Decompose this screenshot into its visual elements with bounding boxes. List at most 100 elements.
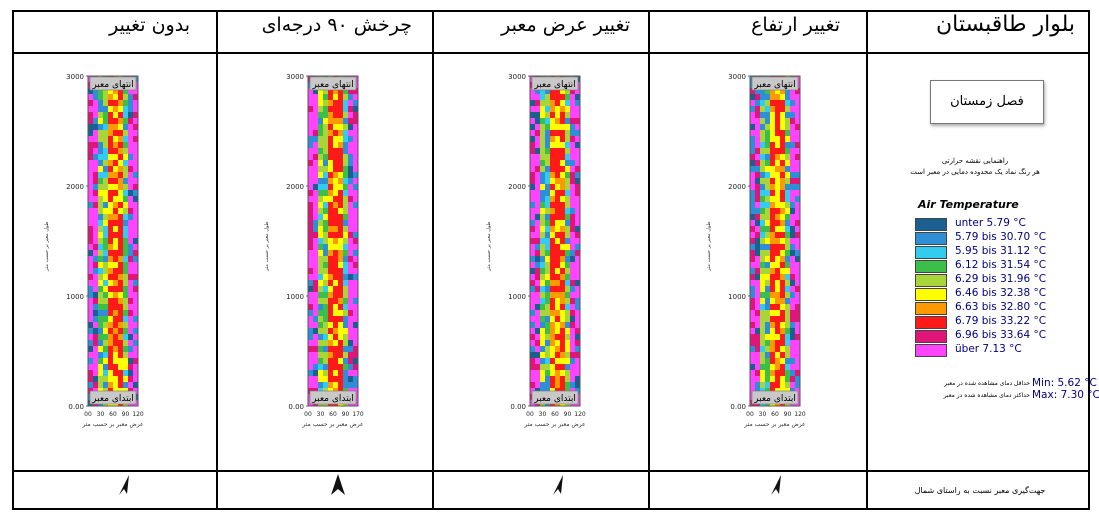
heat-cell — [755, 154, 760, 160]
heat-cell — [88, 94, 93, 100]
heat-cell — [540, 226, 545, 232]
heat-cell — [313, 280, 318, 286]
x-axis-label: عرض معبر بر حسب متر — [301, 421, 363, 428]
heat-cell — [780, 166, 785, 172]
heat-cell — [123, 100, 128, 106]
heat-cell — [348, 208, 353, 214]
heat-cell — [103, 358, 108, 364]
heat-cell — [750, 184, 755, 190]
heat-cell — [343, 214, 348, 220]
heat-cell — [535, 346, 540, 352]
x-tick-label: 30 — [317, 411, 325, 418]
heat-cell — [93, 238, 98, 244]
heat-cell — [98, 370, 103, 376]
heat-cell — [348, 112, 353, 118]
heat-cell — [560, 100, 565, 106]
heat-cell — [570, 160, 575, 166]
heat-cell — [550, 100, 555, 106]
heat-cell — [318, 172, 323, 178]
heat-cell — [133, 280, 138, 286]
heat-cell — [770, 328, 775, 334]
heat-cell — [535, 364, 540, 370]
heat-cell — [118, 142, 123, 148]
heat-cell — [118, 112, 123, 118]
heat-cell — [348, 166, 353, 172]
heat-cell — [348, 310, 353, 316]
heat-cell — [128, 244, 133, 250]
heat-cell — [118, 94, 123, 100]
heat-cell — [780, 202, 785, 208]
heat-cell — [750, 100, 755, 106]
heat-cell — [565, 190, 570, 196]
heat-cell — [775, 130, 780, 136]
heat-cell — [575, 364, 580, 370]
heat-cell — [103, 286, 108, 292]
heat-cell — [555, 148, 560, 154]
heat-cell — [113, 358, 118, 364]
heat-cell — [750, 118, 755, 124]
heat-cell — [88, 130, 93, 136]
heat-cell — [103, 310, 108, 316]
heat-cell — [770, 142, 775, 148]
heat-cell — [343, 358, 348, 364]
heat-cell — [560, 106, 565, 112]
heat-cell — [348, 274, 353, 280]
north-arrow-icon — [119, 475, 129, 495]
heat-cell — [550, 160, 555, 166]
heat-cell — [545, 94, 550, 100]
heat-cell — [103, 364, 108, 370]
heat-cell — [775, 142, 780, 148]
heat-cell — [555, 292, 560, 298]
min-temperature: Min: 5.62 °C — [1032, 377, 1097, 389]
heat-cell — [323, 226, 328, 232]
heat-cell — [565, 142, 570, 148]
heat-cell — [530, 346, 535, 352]
heat-cell — [765, 154, 770, 160]
heat-cell — [535, 322, 540, 328]
heat-cell — [790, 352, 795, 358]
heat-cell — [575, 316, 580, 322]
heat-cell — [343, 292, 348, 298]
heat-cell — [560, 256, 565, 262]
heat-cell — [770, 322, 775, 328]
y-tick-label: 0.00 — [288, 403, 304, 411]
header-divider — [14, 52, 1088, 54]
heat-cell — [118, 130, 123, 136]
heat-cell — [545, 130, 550, 136]
heat-cell — [775, 160, 780, 166]
heat-cell — [795, 334, 800, 340]
heat-cell — [780, 352, 785, 358]
heat-cell — [113, 346, 118, 352]
heat-cell — [780, 262, 785, 268]
heat-cell — [348, 304, 353, 310]
heat-cell — [308, 310, 313, 316]
heat-cell — [765, 358, 770, 364]
heat-cell — [118, 166, 123, 172]
heat-cell — [338, 358, 343, 364]
heat-cell — [318, 292, 323, 298]
heat-cell — [750, 286, 755, 292]
heat-cell — [128, 292, 133, 298]
heat-cell — [795, 268, 800, 274]
heat-cell — [93, 358, 98, 364]
heat-cell — [353, 142, 358, 148]
heat-cell — [765, 232, 770, 238]
heat-cell — [133, 172, 138, 178]
heat-cell — [790, 244, 795, 250]
heat-cell — [353, 106, 358, 112]
y-tick-label: 0.00 — [730, 403, 746, 411]
heat-cell — [550, 238, 555, 244]
heat-cell — [530, 328, 535, 334]
heat-cell — [575, 172, 580, 178]
heat-cell — [555, 256, 560, 262]
heat-cell — [565, 262, 570, 268]
column-title-boulevard: بلوار طاقبستان — [936, 12, 1075, 37]
heat-cell — [333, 154, 338, 160]
heat-cell — [530, 256, 535, 262]
heat-cell — [760, 118, 765, 124]
heat-cell — [123, 268, 128, 274]
heat-cell — [88, 88, 93, 94]
heat-cell — [530, 196, 535, 202]
heat-cell — [755, 94, 760, 100]
heat-cell — [570, 310, 575, 316]
